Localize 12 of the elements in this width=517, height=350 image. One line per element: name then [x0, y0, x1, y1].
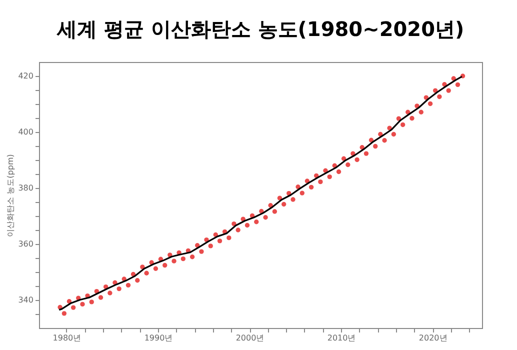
x-tick-label: 2000년	[236, 334, 264, 342]
y-axis-title: 이산화탄소 농도(ppm)	[6, 154, 16, 237]
y-tick-label: 380	[18, 184, 34, 192]
x-tick-label: 2010년	[327, 334, 356, 342]
chart-title: 세계 평균 이산화탄소 농도(1980~2020년)	[56, 17, 464, 41]
y-tick-label: 400	[18, 128, 34, 136]
x-tick-label: 1990년	[144, 334, 173, 342]
y-tick-label: 360	[18, 240, 34, 248]
x-tick-label: 1980년	[52, 334, 82, 342]
y-tick-label: 420	[18, 72, 34, 80]
y-tick-label: 340	[18, 296, 34, 304]
x-tick-label: 2020년	[418, 334, 448, 342]
